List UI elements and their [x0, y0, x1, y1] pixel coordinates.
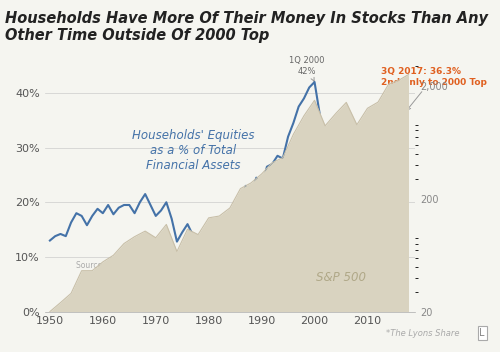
- Text: L: L: [480, 328, 485, 338]
- Text: *The Lyons Share: *The Lyons Share: [386, 329, 460, 338]
- Text: 2Q 1982
10.9%: 2Q 1982 10.9%: [218, 253, 253, 278]
- Text: Households Have More Of Their Money In Stocks Than Any Other Time Outside Of 200: Households Have More Of Their Money In S…: [5, 11, 488, 43]
- Text: 3Q 2017: 36.3%
2nd only to 2000 Top: 3Q 2017: 36.3% 2nd only to 2000 Top: [380, 67, 486, 110]
- Text: Source: Federal Reserve: Source: Federal Reserve: [76, 260, 168, 270]
- Text: S&P 500: S&P 500: [316, 271, 366, 284]
- Text: 1Q 2000
42%: 1Q 2000 42%: [289, 56, 324, 81]
- Text: Households' Equities
as a % of Total
Financial Assets: Households' Equities as a % of Total Fin…: [132, 129, 254, 172]
